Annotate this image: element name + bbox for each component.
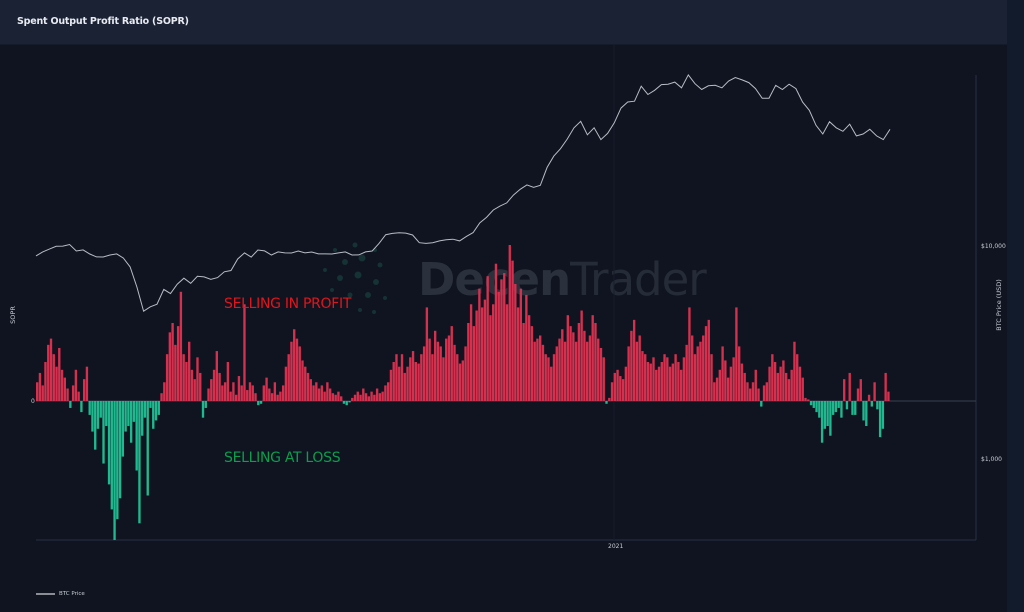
y-right-tick-10000: $10,000 <box>981 243 1006 250</box>
chart-title: Spent Output Profit Ratio (SOPR) <box>17 16 189 27</box>
right-scroll-strip <box>1007 0 1024 612</box>
x-tick-2021: 2021 <box>608 543 623 550</box>
annotation-selling-in-profit: SELLING IN PROFIT <box>224 296 352 312</box>
y-right-axis-title: BTC Price (USD) <box>995 279 1003 331</box>
watermark-text-part1: Decen <box>418 253 571 306</box>
sopr-bars <box>36 245 890 540</box>
y-left-tick-0: 0 <box>31 398 35 405</box>
y-right-tick-1000: $1,000 <box>981 456 1002 463</box>
watermark-text-part2: Trader <box>570 253 707 306</box>
legend-line-icon <box>36 593 55 595</box>
annotation-selling-at-loss: SELLING AT LOSS <box>224 450 341 466</box>
chart-header: Spent Output Profit Ratio (SOPR) <box>0 0 1007 45</box>
y-left-axis-title: SOPR <box>9 306 17 324</box>
watermark-dots-icon <box>323 242 387 314</box>
chart-legend[interactable]: BTC Price <box>36 591 85 597</box>
watermark-logo: DecenTrader <box>418 253 707 306</box>
btc-price-line <box>35 73 891 312</box>
legend-item-btc-price[interactable]: BTC Price <box>59 591 85 597</box>
